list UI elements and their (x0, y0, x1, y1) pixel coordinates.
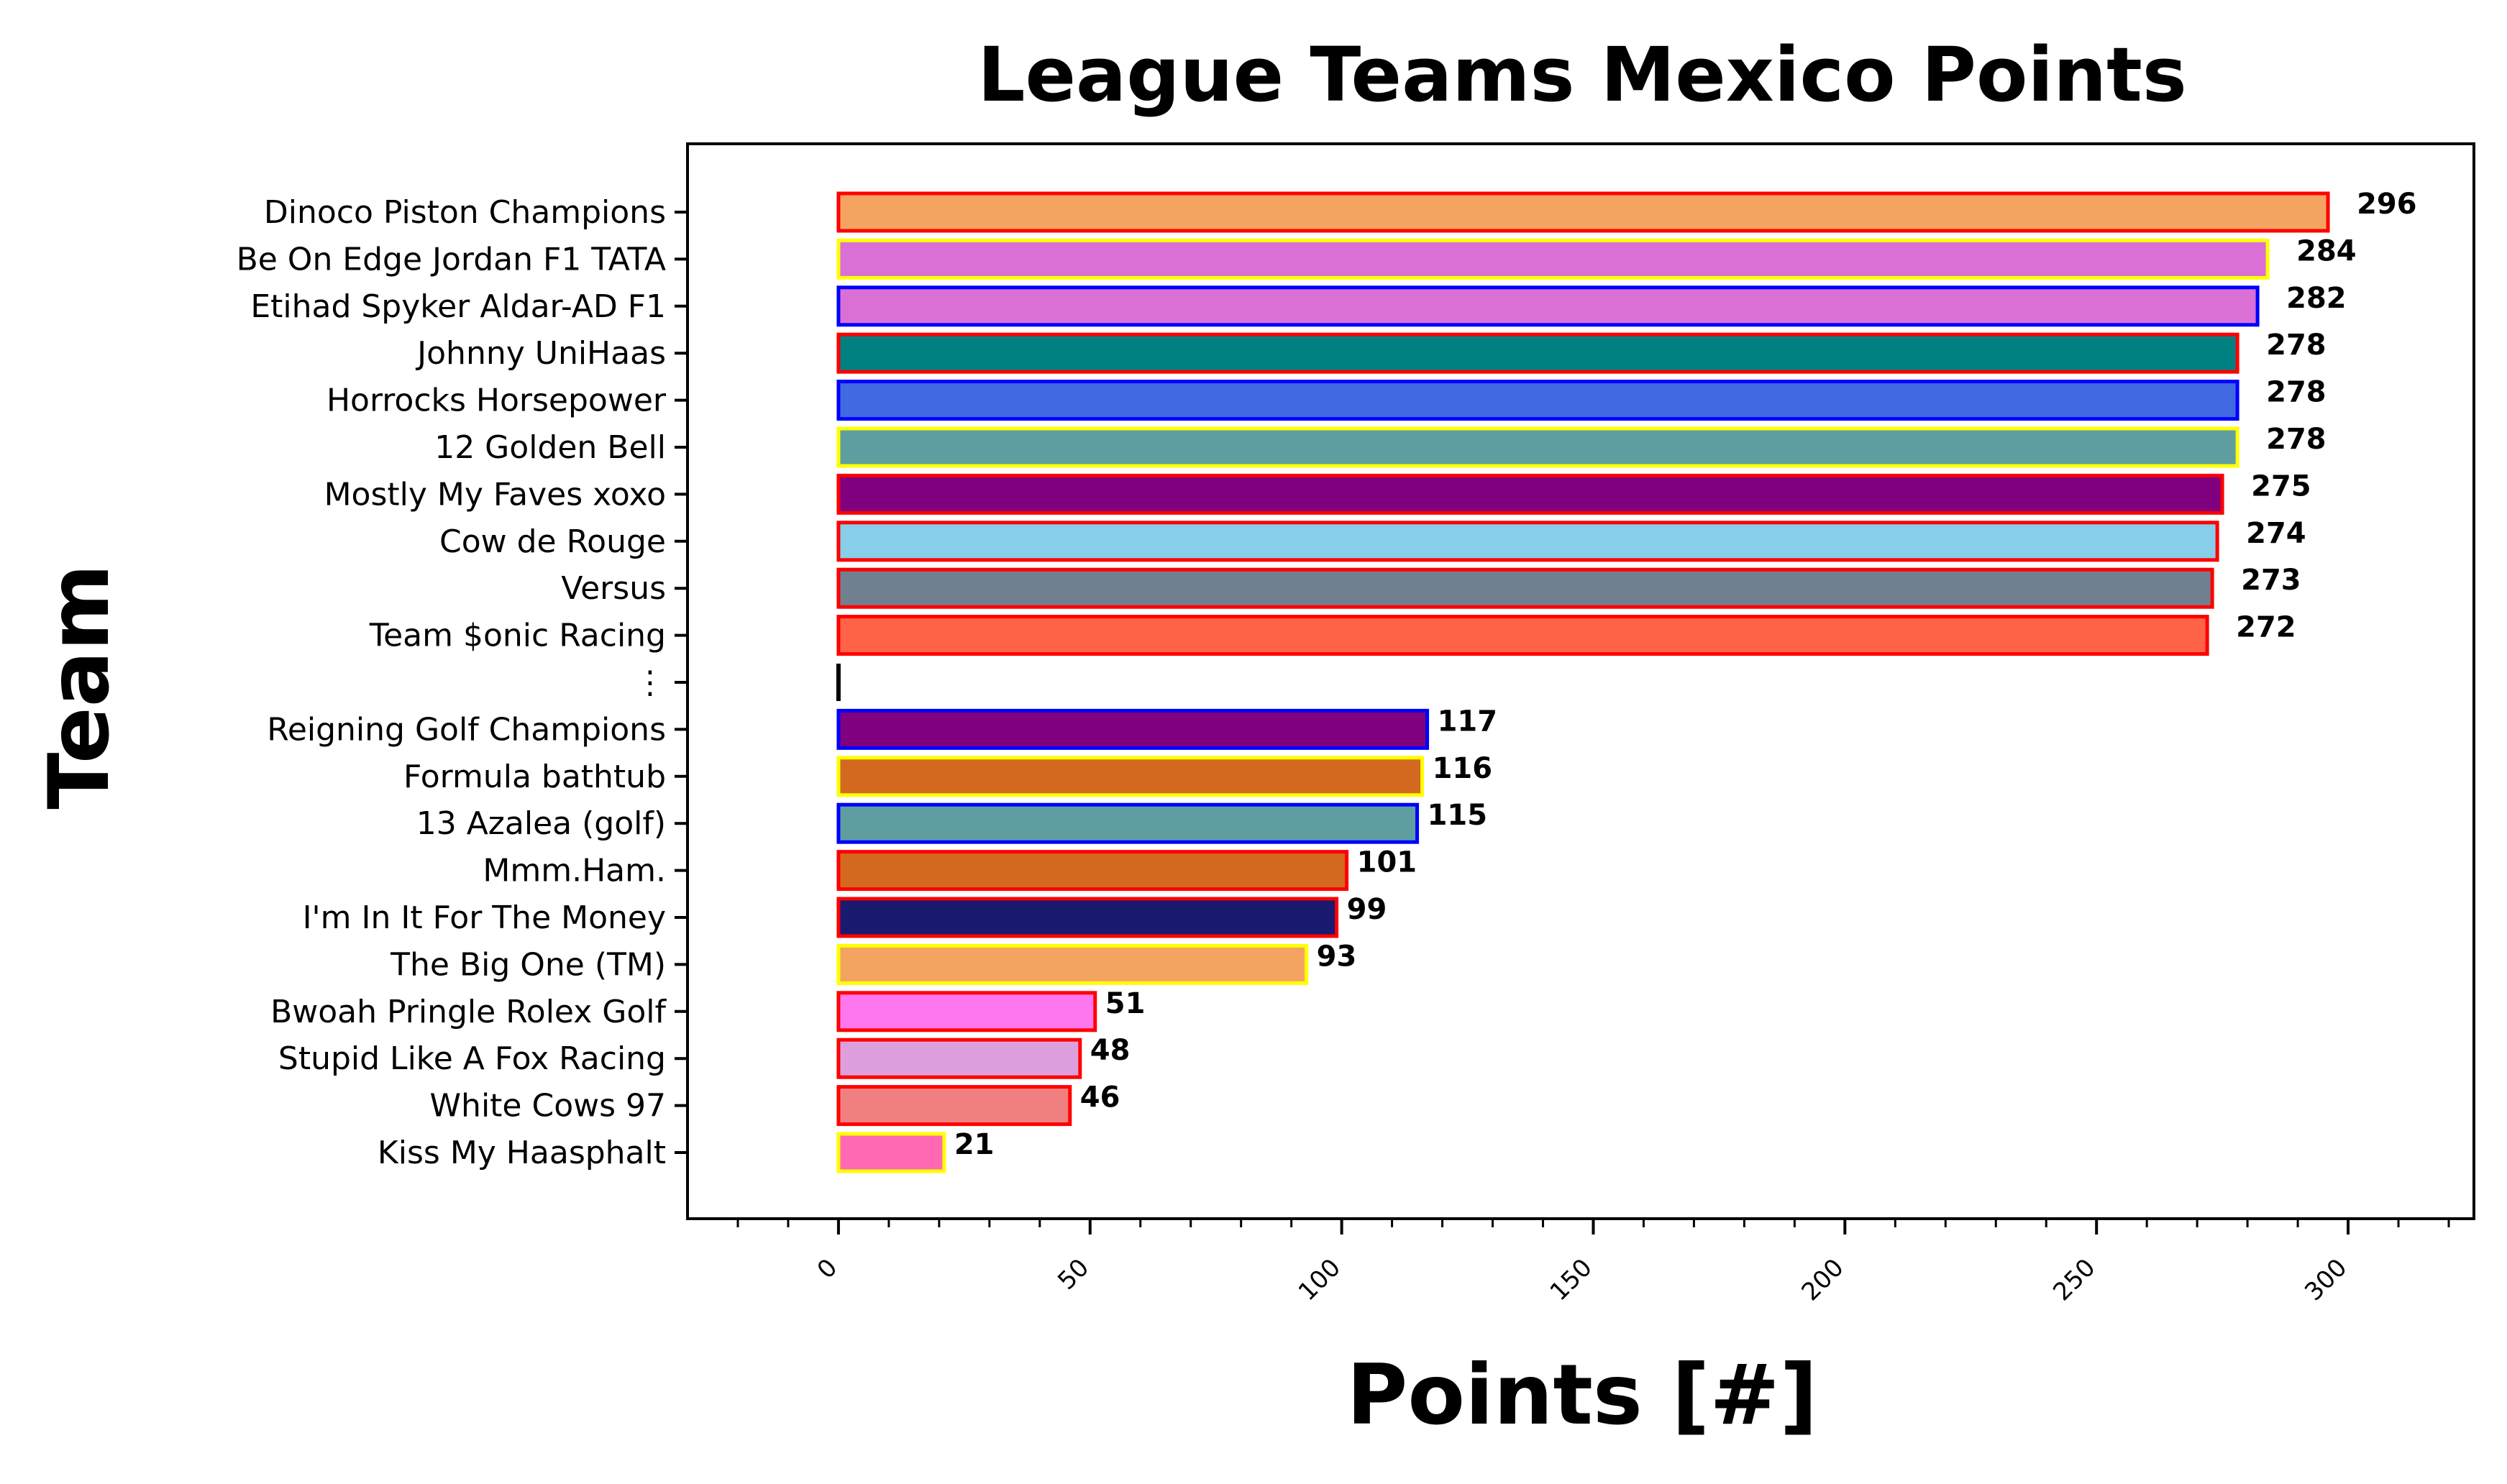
bar-value-label: 117 (1438, 705, 1498, 738)
x-tick-label: 0 (812, 1253, 844, 1285)
bar (836, 897, 1339, 938)
bar (836, 756, 1425, 797)
bar-value-label: 101 (1357, 846, 1417, 879)
bar-value-label: 275 (2251, 470, 2311, 503)
bar-value-label: 278 (2266, 423, 2326, 456)
bar (836, 943, 1309, 985)
y-tick-label: Bwoah Pringle Rolex Golf (270, 994, 667, 1030)
plot-frame (686, 142, 2475, 1220)
x-tick-label: 100 (1293, 1253, 1346, 1306)
x-tick-label: 300 (2299, 1253, 2352, 1306)
bar (836, 1085, 1072, 1127)
bar (836, 1132, 946, 1173)
x-tick-label: 150 (1545, 1253, 1598, 1306)
bar (836, 191, 2330, 233)
bar-value-label: 278 (2266, 376, 2326, 409)
y-tick-label: Versus (561, 570, 666, 607)
bar (836, 285, 2260, 327)
bar (836, 615, 2209, 656)
bar (836, 238, 2270, 280)
x-axis-label: Points [#] (1346, 1347, 1817, 1444)
y-tick-label: Horrocks Horsepower (326, 383, 667, 419)
bar (836, 473, 2224, 515)
x-tick-label: 250 (2047, 1253, 2101, 1306)
bar-value-label: 296 (2357, 188, 2417, 221)
y-axis-label: Team (31, 564, 128, 810)
bar (836, 850, 1349, 892)
y-tick-label: ⋮ (634, 664, 666, 701)
y-tick-label: I'm In It For The Money (303, 899, 666, 936)
bar-value-label: 274 (2246, 517, 2306, 550)
y-tick-label: Be On Edge Jordan F1 TATA (237, 241, 666, 278)
y-tick-label: Team $onic Racing (369, 618, 666, 654)
bar (836, 380, 2239, 421)
y-tick-label: Cow de Rouge (439, 523, 666, 560)
bar-value-label: 21 (954, 1128, 995, 1161)
bar-value-label: 284 (2296, 234, 2357, 267)
y-tick-label: Mmm.Ham. (483, 853, 666, 889)
bar-value-label: 115 (1428, 799, 1488, 832)
y-tick-label: 12 Golden Bell (434, 429, 666, 466)
bar-value-label: 46 (1080, 1081, 1120, 1114)
y-tick-label: Etihad Spyker Aldar-AD F1 (250, 288, 666, 325)
y-tick-label: Johnny UniHaas (415, 335, 666, 372)
x-tick-label: 50 (1052, 1253, 1095, 1296)
y-tick-label: Kiss My Haasphalt (378, 1135, 666, 1171)
bar (836, 1038, 1082, 1079)
y-tick-label: 13 Azalea (golf) (416, 805, 666, 842)
y-tick-label: Mostly My Faves xoxo (324, 476, 666, 513)
chart-title: League Teams Mexico Points (977, 31, 2187, 119)
bar-value-label: 48 (1090, 1034, 1131, 1067)
bar-value-label: 99 (1347, 893, 1387, 926)
bar-value-label: 273 (2241, 564, 2301, 597)
plot-area: Dinoco Piston Champions 296 Be On Edge Jor… (237, 188, 2450, 1306)
bar (836, 991, 1097, 1032)
bar (836, 426, 2239, 468)
bar (836, 567, 2214, 609)
bar-value-label: 51 (1105, 987, 1146, 1020)
y-tick-label: The Big One (TM) (390, 946, 666, 983)
y-tick-label: Formula bathtub (403, 759, 666, 795)
bar-value-label: 93 (1317, 940, 1357, 973)
y-tick-label: Dinoco Piston Champions (264, 194, 666, 231)
bar (836, 521, 2219, 562)
y-tick-label: Stupid Like A Fox Racing (278, 1040, 666, 1077)
y-tick-label: White Cows 97 (430, 1088, 666, 1125)
bar (836, 708, 1430, 750)
bar-value-label: 116 (1433, 752, 1493, 785)
bar (836, 332, 2239, 374)
bar-value-label: 272 (2236, 611, 2296, 644)
bar (836, 802, 1420, 844)
bar-value-label: 282 (2286, 282, 2347, 315)
x-tick-label: 200 (1796, 1253, 1850, 1306)
bar-value-label: 278 (2266, 329, 2326, 362)
y-tick-label: Reigning Golf Champions (267, 711, 666, 748)
